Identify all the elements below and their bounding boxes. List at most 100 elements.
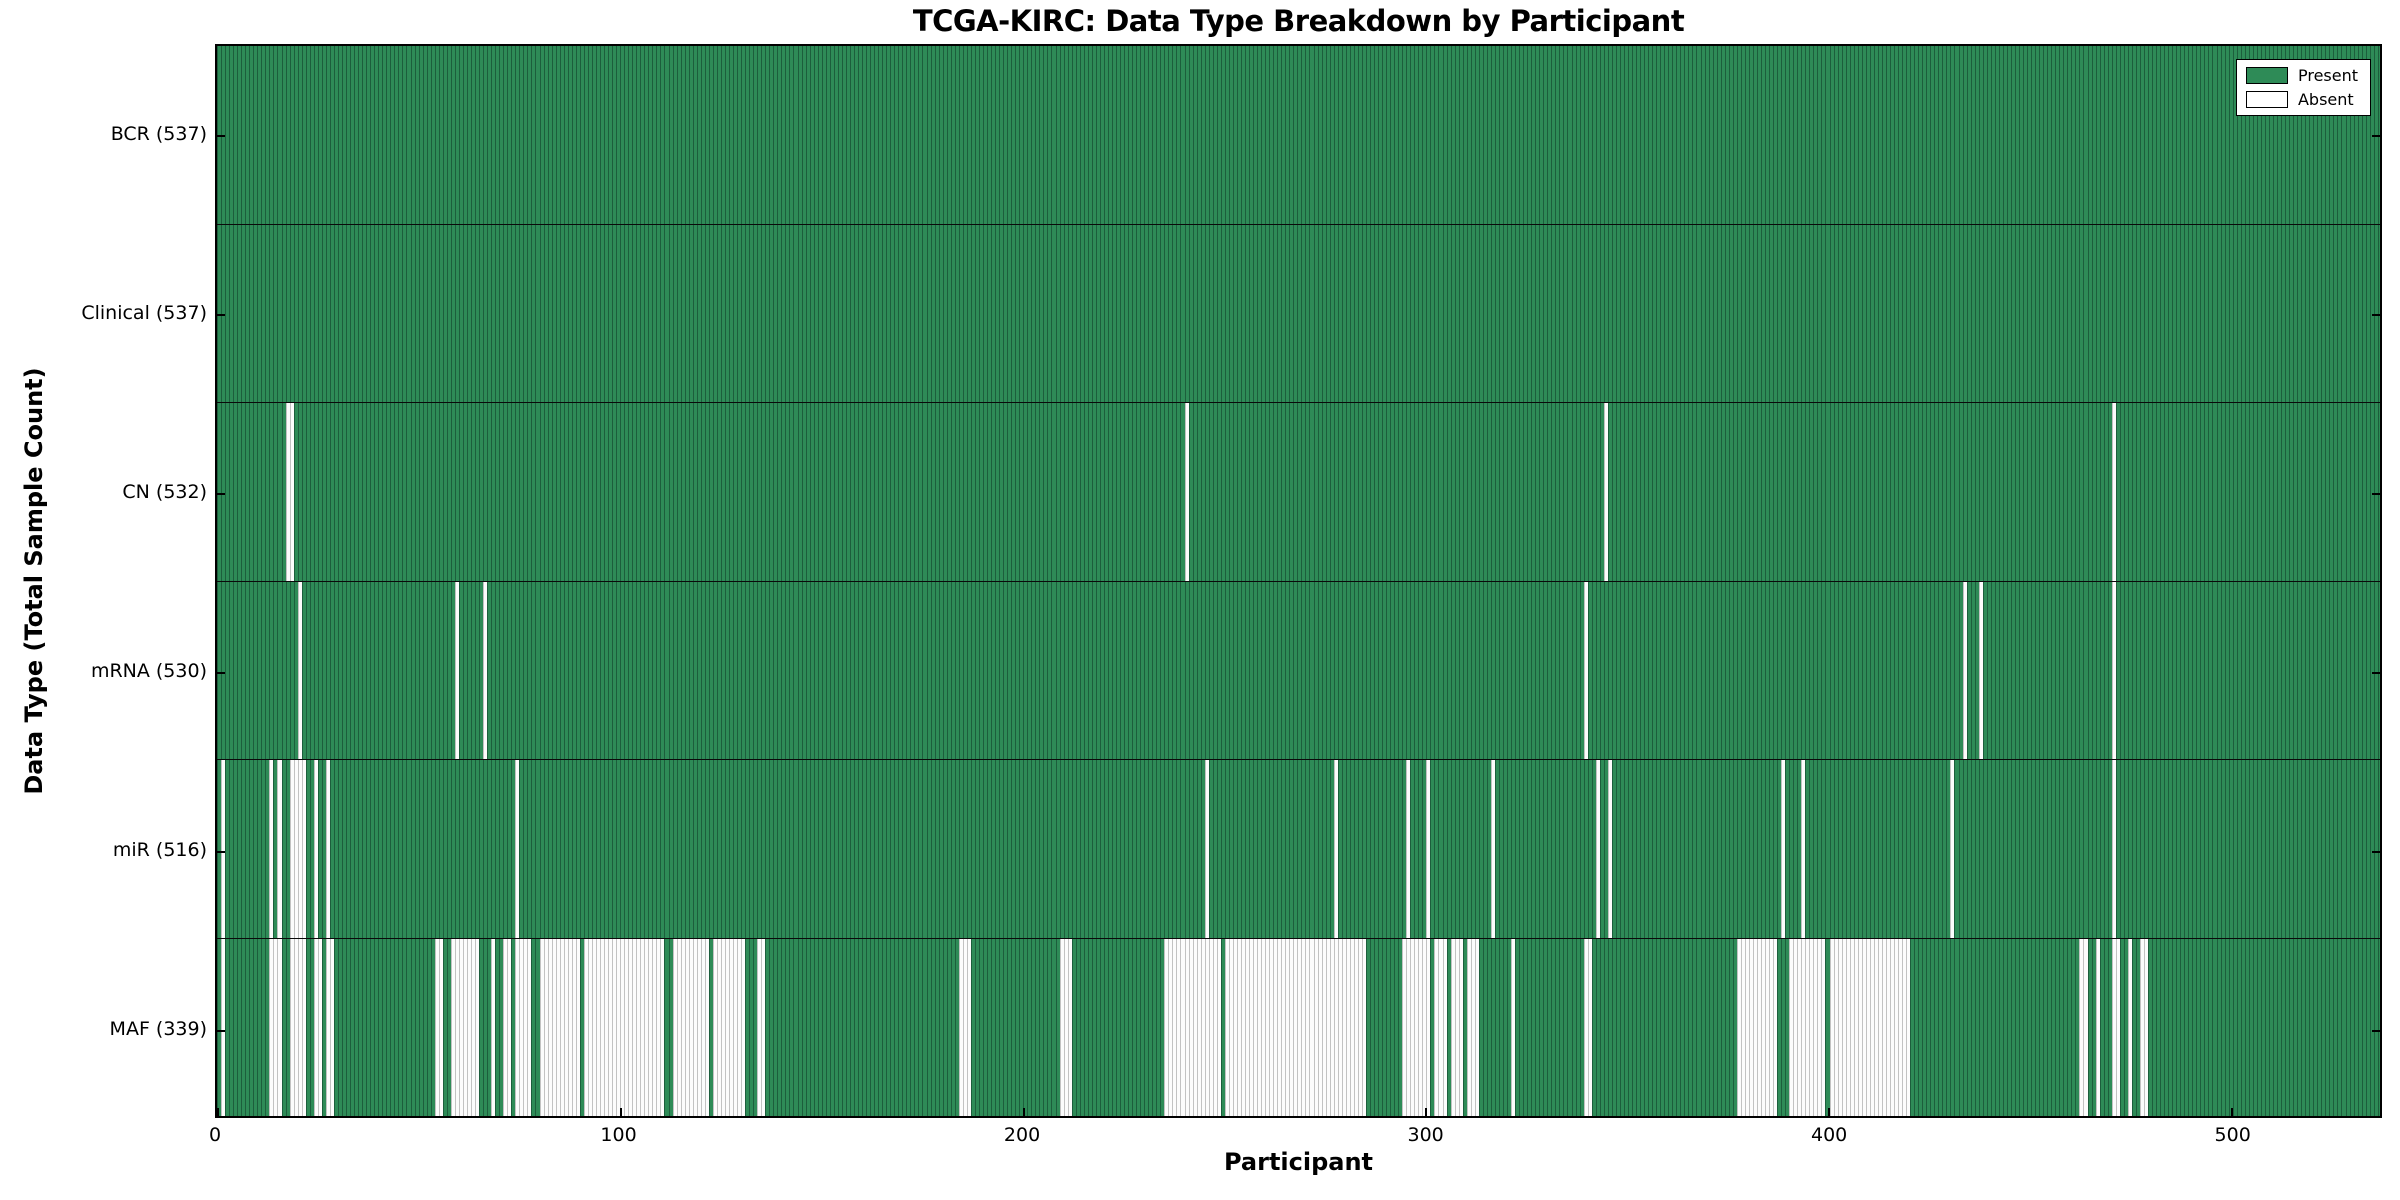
- cell-MAF-367: [1696, 938, 1701, 1116]
- cell-Clinical-465: [2091, 224, 2096, 402]
- cell-miR-162: [870, 760, 875, 938]
- cell-MAF-122: [708, 938, 713, 1116]
- cell-miR-179: [938, 760, 943, 938]
- cell-miR-415: [1889, 760, 1894, 938]
- cell-MAF-157: [849, 938, 854, 1116]
- cell-MAF-331: [1551, 938, 1556, 1116]
- cell-MAF-163: [874, 938, 879, 1116]
- cell-mRNA-230: [1144, 581, 1149, 759]
- cell-miR-424: [1926, 760, 1931, 938]
- cell-CN-207: [1051, 403, 1056, 581]
- cell-CN-482: [2160, 403, 2165, 581]
- cell-miR-34: [354, 760, 359, 938]
- cell-mRNA-13: [269, 581, 274, 759]
- cell-BCR-506: [2256, 46, 2261, 224]
- cell-BCR-262: [1273, 46, 1278, 224]
- cell-Clinical-34: [354, 224, 359, 402]
- cell-MAF-95: [599, 938, 604, 1116]
- cell-mRNA-347: [1615, 581, 1620, 759]
- cell-mRNA-202: [1031, 581, 1036, 759]
- cell-BCR-111: [664, 46, 669, 224]
- cell-MAF-437: [1978, 938, 1983, 1116]
- cell-Clinical-351: [1631, 224, 1636, 402]
- cell-miR-222: [1111, 760, 1116, 938]
- cell-CN-299: [1422, 403, 1427, 581]
- cell-mRNA-35: [358, 581, 363, 759]
- cell-Clinical-48: [410, 224, 415, 402]
- cell-MAF-519: [2309, 938, 2314, 1116]
- cell-MAF-6: [241, 938, 246, 1116]
- cell-mRNA-32: [346, 581, 351, 759]
- cell-miR-445: [2010, 760, 2015, 938]
- cell-CN-267: [1293, 403, 1298, 581]
- cell-CN-394: [1805, 403, 1810, 581]
- cell-BCR-416: [1894, 46, 1899, 224]
- cell-CN-527: [2341, 403, 2346, 581]
- cell-BCR-141: [785, 46, 790, 224]
- cell-miR-9: [253, 760, 258, 938]
- cell-BCR-391: [1793, 46, 1798, 224]
- cell-miR-479: [2147, 760, 2152, 938]
- cell-miR-147: [809, 760, 814, 938]
- cell-BCR-350: [1627, 46, 1632, 224]
- cell-mRNA-111: [664, 581, 669, 759]
- x-tick-mark-200: [1022, 1108, 1025, 1116]
- cell-miR-291: [1390, 760, 1395, 938]
- cell-MAF-93: [591, 938, 596, 1116]
- cell-miR-492: [2200, 760, 2205, 938]
- cell-BCR-199: [1019, 46, 1024, 224]
- cell-miR-534: [2369, 760, 2374, 938]
- cell-Clinical-218: [1095, 224, 1100, 402]
- cell-MAF-239: [1180, 938, 1185, 1116]
- cell-CN-61: [462, 403, 467, 581]
- cell-Clinical-228: [1136, 224, 1141, 402]
- cell-MAF-520: [2313, 938, 2318, 1116]
- cell-CN-283: [1357, 403, 1362, 581]
- cell-BCR-123: [712, 46, 717, 224]
- cell-CN-417: [1898, 403, 1903, 581]
- cell-miR-254: [1240, 760, 1245, 938]
- cell-BCR-519: [2309, 46, 2314, 224]
- cell-BCR-469: [2107, 46, 2112, 224]
- cell-miR-150: [821, 760, 826, 938]
- cell-mRNA-51: [422, 581, 427, 759]
- cell-BCR-515: [2293, 46, 2298, 224]
- cell-BCR-46: [402, 46, 407, 224]
- cell-BCR-230: [1144, 46, 1149, 224]
- cell-Clinical-505: [2252, 224, 2257, 402]
- cell-CN-374: [1724, 403, 1729, 581]
- cell-MAF-523: [2325, 938, 2330, 1116]
- cell-mRNA-507: [2260, 581, 2265, 759]
- cell-mRNA-212: [1071, 581, 1076, 759]
- cell-CN-88: [571, 403, 576, 581]
- cell-Clinical-257: [1253, 224, 1258, 402]
- cell-MAF-429: [1946, 938, 1951, 1116]
- cell-mRNA-301: [1430, 581, 1435, 759]
- cell-Clinical-383: [1760, 224, 1765, 402]
- cell-CN-387: [1777, 403, 1782, 581]
- cell-mRNA-450: [2031, 581, 2036, 759]
- cell-miR-502: [2240, 760, 2245, 938]
- cell-BCR-114: [676, 46, 681, 224]
- cell-BCR-528: [2345, 46, 2350, 224]
- cell-BCR-7: [245, 46, 250, 224]
- cell-MAF-166: [886, 938, 891, 1116]
- cell-BCR-232: [1152, 46, 1157, 224]
- cell-BCR-458: [2063, 46, 2068, 224]
- cell-miR-77: [527, 760, 532, 938]
- cell-BCR-290: [1386, 46, 1391, 224]
- cell-miR-448: [2023, 760, 2028, 938]
- cell-BCR-497: [2220, 46, 2225, 224]
- cell-miR-355: [1648, 760, 1653, 938]
- cell-CN-507: [2260, 403, 2265, 581]
- cell-mRNA-109: [656, 581, 661, 759]
- cell-BCR-181: [946, 46, 951, 224]
- cell-BCR-365: [1688, 46, 1693, 224]
- cell-miR-49: [414, 760, 419, 938]
- legend-label-present: Present: [2297, 65, 2358, 85]
- cell-Clinical-275: [1325, 224, 1330, 402]
- cell-mRNA-467: [2099, 581, 2104, 759]
- cell-mRNA-489: [2188, 581, 2193, 759]
- cell-miR-131: [745, 760, 750, 938]
- cell-BCR-311: [1470, 46, 1475, 224]
